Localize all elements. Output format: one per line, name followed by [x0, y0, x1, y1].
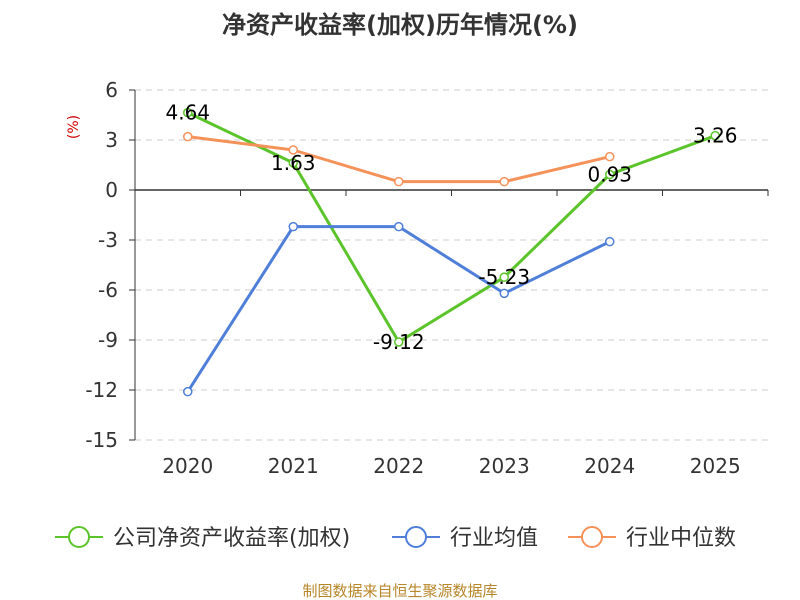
y-tick-label: -3: [98, 228, 118, 252]
data-label: 0.93: [587, 163, 632, 187]
series-2-point: [183, 131, 193, 142]
legend: 公司净资产收益率(加权) 行业均值 行业中位数: [55, 526, 736, 551]
series-2-point: [605, 151, 615, 162]
series-line-2: [187, 135, 611, 184]
legend-marker-1: [405, 526, 427, 548]
x-tick-label: 2025: [690, 454, 741, 478]
legend-marker-2: [581, 526, 603, 548]
data-label: -9.12: [373, 330, 425, 354]
legend-marker-0: [68, 526, 90, 548]
x-tick-label: 2020: [162, 454, 213, 478]
y-tick-label: 6: [105, 78, 118, 102]
series-line-1: [186, 225, 611, 393]
y-tick-label: -9: [98, 328, 118, 352]
source-note: 制图数据来自恒生聚源数据库: [302, 582, 497, 600]
legend-label-2: 行业中位数: [626, 526, 736, 551]
series-0-point: [499, 272, 509, 282]
x-tick-label: 2021: [268, 454, 319, 478]
series-0-point: [605, 169, 615, 180]
y-tick-label: 3: [105, 128, 118, 152]
y-tick-label: 0: [105, 178, 118, 202]
series-1-point: [288, 221, 298, 232]
data-label: 1.63: [271, 151, 316, 175]
legend-label-1: 行业均值: [450, 526, 538, 551]
axes: 6 3 0 -3 -6 -9 -12 -15 2020 2021 2022 2023 2024 2025: [85, 78, 769, 478]
series-2-point: [499, 176, 509, 187]
legend-label-0: 公司净资产收益率(加权): [113, 526, 350, 551]
data-label: 3.26: [693, 124, 738, 148]
series-0-point: [394, 337, 404, 347]
data-label: 4.64: [165, 101, 210, 125]
series-lines: [183, 107, 720, 397]
series-2-point: [288, 145, 298, 155]
data-labels: 4.64 1.63 -9.12 -5.23 0.93 3.26: [165, 101, 737, 354]
series-1-point: [394, 221, 404, 232]
x-tick-label: 2023: [479, 454, 530, 478]
series-0-point: [710, 130, 720, 141]
series-0-point: [288, 158, 298, 168]
y-tick-label: -15: [85, 428, 118, 452]
data-label: -5.23: [478, 265, 530, 289]
y-tick-label: -12: [85, 378, 118, 402]
series-1-point: [499, 288, 509, 299]
y-tick-label: -6: [98, 278, 118, 302]
y-axis-label: (%): [66, 115, 82, 139]
series-1-point: [605, 236, 615, 247]
chart-title: 净资产收益率(加权)历年情况(%): [222, 11, 578, 39]
series-line-0: [187, 111, 716, 344]
x-tick-label: 2024: [584, 454, 635, 478]
series-1-point: [183, 386, 193, 397]
series-0-point: [183, 107, 193, 118]
x-tick-label: 2022: [373, 454, 424, 478]
series-2-point: [394, 176, 404, 187]
